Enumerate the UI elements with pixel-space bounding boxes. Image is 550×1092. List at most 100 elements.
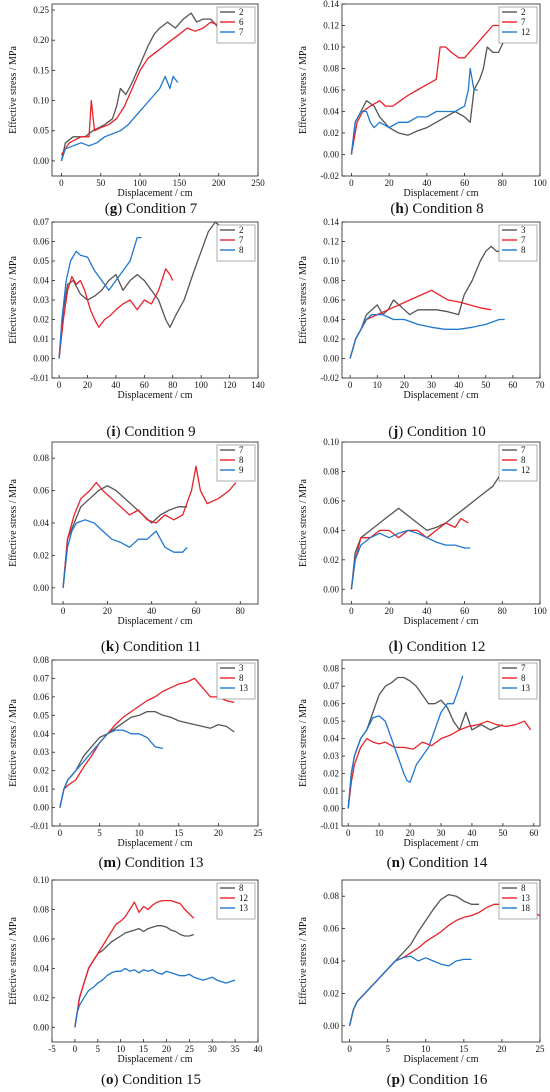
x-tick-label: 40 <box>454 380 464 390</box>
panel-caption: (n) Condition 14 <box>387 855 488 871</box>
caption-open-paren: ( <box>388 424 393 440</box>
x-tick-label: 50 <box>481 380 491 390</box>
chart-panel-i: 0 20 40 60 80 100 120 140 -0.01 0.00 0.01 0.02 0.03 0… <box>8 217 265 440</box>
x-tick-label: 60 <box>191 606 201 616</box>
y-tick-label: 0.04 <box>323 315 339 325</box>
series-line-8 <box>74 925 195 1028</box>
y-tick-label: 0.10 <box>33 875 49 885</box>
chart-panel-m: 0 5 10 15 20 25 -0.01 0.00 0.01 0.02 0.03 0.04 0.05 0… <box>8 655 263 871</box>
caption-open-paren: ( <box>105 201 110 217</box>
caption-letter: l <box>394 639 398 655</box>
x-tick-label: -5 <box>48 1044 56 1054</box>
series-line-13 <box>347 675 464 809</box>
y-tick-label: 0.05 <box>323 716 339 726</box>
series-line-8 <box>59 677 235 808</box>
caption-letter: k <box>106 639 115 655</box>
caption-letter: n <box>392 855 401 871</box>
legend-label-8: 8 <box>521 455 526 465</box>
x-tick-label: 80 <box>236 606 246 616</box>
y-axis-title: Effective stress / MPa <box>298 46 309 134</box>
series-line-12 <box>74 899 195 1028</box>
caption-close-paren: ) <box>117 201 126 217</box>
y-tick-label: 0.00 <box>323 150 339 160</box>
y-tick-label: 0.06 <box>323 699 339 709</box>
legend-box <box>216 224 256 262</box>
x-tick-label: 20 <box>83 380 93 390</box>
y-tick-label: 0.10 <box>33 96 49 106</box>
y-tick-label: 0.01 <box>323 786 339 796</box>
y-tick-label: 0.04 <box>33 729 49 739</box>
x-tick-label: 50 <box>498 828 508 838</box>
y-tick-label: 0.08 <box>323 466 339 476</box>
x-tick-label: 25 <box>254 828 264 838</box>
y-axis-title: Effective stress / MPa <box>8 917 19 1005</box>
x-tick-label: 0 <box>73 1044 78 1054</box>
x-tick-label: 60 <box>460 178 470 188</box>
legend-label-8: 8 <box>239 455 244 465</box>
x-tick-label: 150 <box>173 178 187 188</box>
x-tick-label: 25 <box>536 1044 546 1054</box>
legend-label-18: 18 <box>521 903 531 913</box>
x-tick-label: 35 <box>231 1044 241 1054</box>
x-tick-label: 0 <box>59 178 64 188</box>
series-line-7 <box>350 24 512 155</box>
caption-text: Condition 7 <box>126 201 198 217</box>
legend-label-9: 9 <box>239 465 244 475</box>
y-axis-title: Effective stress / MPa <box>298 256 309 344</box>
panel-caption: (m) Condition 13 <box>98 855 203 871</box>
series-line-7 <box>58 268 174 359</box>
y-tick-label: -0.02 <box>320 373 339 383</box>
x-tick-label: 10 <box>373 380 383 390</box>
y-tick-label: 0.07 <box>323 681 339 691</box>
y-tick-label: 0.00 <box>33 354 49 364</box>
y-tick-label: 0.12 <box>323 21 339 31</box>
x-tick-label: 20 <box>497 1044 507 1054</box>
caption-text: Condition 11 <box>123 639 201 655</box>
series-line-12 <box>350 67 478 155</box>
y-tick-label: 0.12 <box>323 237 339 247</box>
legend-label-6: 6 <box>239 17 244 27</box>
legend-box <box>498 6 538 44</box>
x-axis-title: Displacement / cm <box>118 188 193 199</box>
x-tick-label: 100 <box>194 380 208 390</box>
legend-label-13: 13 <box>521 683 531 693</box>
x-tick-label: 10 <box>375 828 385 838</box>
caption-close-paren: ) <box>400 855 409 871</box>
x-tick-label: 0 <box>58 828 63 838</box>
series-line-6 <box>60 21 235 156</box>
y-tick-label: 0.07 <box>33 673 49 683</box>
legend-label-7: 7 <box>521 663 526 673</box>
caption-text: Condition 16 <box>409 1072 488 1088</box>
plot-frame <box>51 659 259 827</box>
y-tick-label: 0.25 <box>33 5 49 15</box>
y-tick-label: 0.00 <box>33 803 49 813</box>
caption-text: Condition 9 <box>124 424 195 440</box>
x-axis-title: Displacement / cm <box>404 390 479 401</box>
legend-label-7: 7 <box>521 17 526 27</box>
y-tick-label: 0.05 <box>33 256 49 266</box>
caption-open-paren: ( <box>387 1072 392 1088</box>
y-tick-label: 0.10 <box>323 256 339 266</box>
x-tick-label: 10 <box>421 1044 431 1054</box>
caption-text: Condition 8 <box>412 201 483 217</box>
y-axis-title: Effective stress / MPa <box>8 256 19 344</box>
legend-box <box>498 444 538 482</box>
y-tick-label: 0.03 <box>33 747 49 757</box>
y-tick-label: 0.06 <box>323 85 339 95</box>
x-tick-label: 0 <box>348 380 353 390</box>
y-tick-label: 0.06 <box>33 486 49 496</box>
legend-label-7: 7 <box>521 235 526 245</box>
chart-panel-k: 0 20 40 60 80 0.00 0.02 0.04 0.06 0.08 Displacemen… <box>8 441 259 655</box>
series-line-13 <box>59 729 164 808</box>
x-tick-label: 10 <box>135 828 145 838</box>
series-line-9 <box>62 519 188 588</box>
x-tick-label: 60 <box>529 828 539 838</box>
legend-box <box>216 882 256 920</box>
y-tick-label: 0.08 <box>323 276 339 286</box>
y-tick-label: 0.03 <box>323 751 339 761</box>
legend-label-13: 13 <box>521 893 531 903</box>
y-tick-label: 0.04 <box>33 518 49 528</box>
chart-panel-g: 0 50 100 150 200 250 0.00 0.05 0.10 0.15 0.20 0.25 D… <box>8 3 265 217</box>
y-tick-label: 0.00 <box>323 584 339 594</box>
